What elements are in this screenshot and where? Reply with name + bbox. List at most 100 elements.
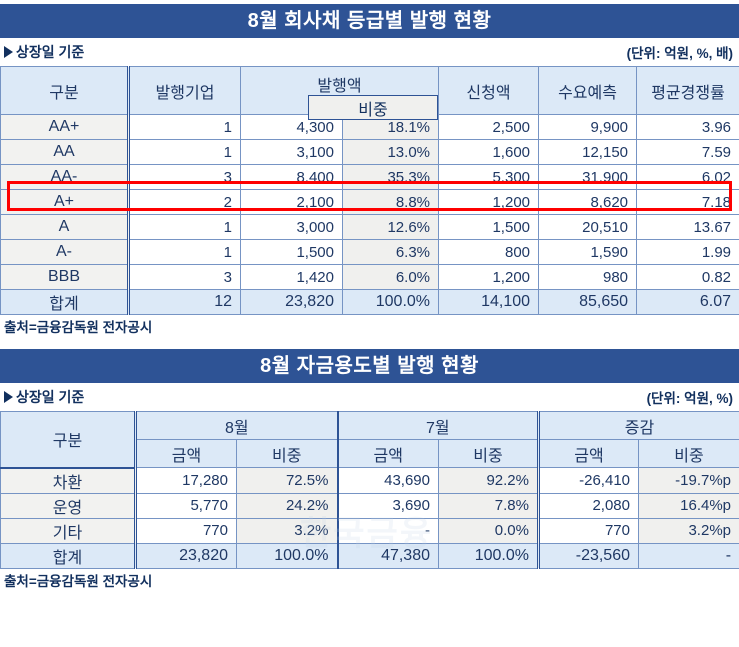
section1-source: 출처=금융감독원 전자공시 xyxy=(0,315,739,345)
th-issuers: 발행기업 xyxy=(129,67,241,115)
cell-issuers: 1 xyxy=(129,215,241,240)
th-aug-share: 비중 xyxy=(237,440,338,468)
total-applied: 14,100 xyxy=(439,290,539,315)
section1-caption-row: 상장일 기준 (단위: 억원, %, 배) xyxy=(0,38,739,66)
th-group-change: 증감 xyxy=(539,412,739,440)
table-row-highlighted: AA- 3 8,400 35.3% 5,300 31,900 6.02 xyxy=(1,165,739,190)
total-chg-share: - xyxy=(639,543,739,568)
triangle-bullet-icon xyxy=(4,391,13,403)
total-share: 100.0% xyxy=(343,290,439,315)
total-row: 합계 12 23,820 100.0% 14,100 85,650 6.07 xyxy=(1,290,739,315)
total-amount: 23,820 xyxy=(241,290,343,315)
cell-aug-share: 24.2% xyxy=(237,493,338,518)
th-aug-amount: 금액 xyxy=(136,440,237,468)
cell-aug-amount: 5,770 xyxy=(136,493,237,518)
total-aug-share: 100.0% xyxy=(237,543,338,568)
th-chg-amount: 금액 xyxy=(539,440,639,468)
row-label: BBB xyxy=(1,265,129,290)
th-jul-amount: 금액 xyxy=(338,440,439,468)
section2-caption-label: 상장일 기준 xyxy=(16,387,84,407)
section1-unit-label: (단위: 억원, %, 배) xyxy=(627,42,733,62)
cell-ratio: 7.59 xyxy=(637,140,739,165)
cell-applied: 1,500 xyxy=(439,215,539,240)
cell-ratio: 13.67 xyxy=(637,215,739,240)
section2-title: 8월 자금용도별 발행 현황 xyxy=(0,349,739,383)
cell-demand: 31,900 xyxy=(539,165,637,190)
row-label: A xyxy=(1,215,129,240)
fund-usage-body: 차환 17,280 72.5% 43,690 92.2% -26,410 -19… xyxy=(1,468,739,569)
table-row: 기타 770 3.2% - 0.0% 770 3.2%p xyxy=(1,518,739,543)
cell-demand: 1,590 xyxy=(539,240,637,265)
cell-ratio: 3.96 xyxy=(637,115,739,140)
th-gubun2: 구분 xyxy=(1,412,136,468)
row-label: 차환 xyxy=(1,468,136,494)
cell-jul-amount: 3,690 xyxy=(338,493,439,518)
cell-jul-share: 7.8% xyxy=(439,493,539,518)
table-row: A- 1 1,500 6.3% 800 1,590 1.99 xyxy=(1,240,739,265)
table-row: 운영 5,770 24.2% 3,690 7.8% 2,080 16.4%p xyxy=(1,493,739,518)
cell-ratio: 1.99 xyxy=(637,240,739,265)
cell-chg-amount: 770 xyxy=(539,518,639,543)
cell-issuers: 1 xyxy=(129,115,241,140)
cell-applied: 1,200 xyxy=(439,190,539,215)
table-row: 차환 17,280 72.5% 43,690 92.2% -26,410 -19… xyxy=(1,468,739,494)
cell-chg-share: 3.2%p xyxy=(639,518,739,543)
th-demand: 수요예측 xyxy=(539,67,637,115)
cell-jul-amount: - xyxy=(338,518,439,543)
cell-share: 13.0% xyxy=(343,140,439,165)
total-row: 합계 23,820 100.0% 47,380 100.0% -23,560 - xyxy=(1,543,739,568)
cell-chg-amount: 2,080 xyxy=(539,493,639,518)
cell-applied: 2,500 xyxy=(439,115,539,140)
th-group-august: 8월 xyxy=(136,412,338,440)
section2-caption: 상장일 기준 xyxy=(4,387,84,407)
report-page: 8월 회사채 등급별 발행 현황 상장일 기준 (단위: 억원, %, 배) 구… xyxy=(0,4,739,647)
th-gubun: 구분 xyxy=(1,67,129,115)
cell-amount: 1,500 xyxy=(241,240,343,265)
cell-demand: 20,510 xyxy=(539,215,637,240)
cell-share: 6.0% xyxy=(343,265,439,290)
cell-amount: 2,100 xyxy=(241,190,343,215)
row-label: 운영 xyxy=(1,493,136,518)
total-demand: 85,650 xyxy=(539,290,637,315)
section2-source: 출처=금융감독원 전자공시 xyxy=(0,569,739,599)
cell-issuers: 3 xyxy=(129,265,241,290)
section2-caption-row: 상장일 기준 (단위: 억원, %) xyxy=(0,383,739,411)
fund-usage-header-top: 구분 8월 7월 증감 xyxy=(1,412,739,440)
th-chg-share: 비중 xyxy=(639,440,739,468)
cell-applied: 800 xyxy=(439,240,539,265)
th-ratio: 평균경쟁률 xyxy=(637,67,739,115)
row-label: AA- xyxy=(1,165,129,190)
total-ratio: 6.07 xyxy=(637,290,739,315)
total-label: 합계 xyxy=(1,543,136,568)
cell-demand: 980 xyxy=(539,265,637,290)
cell-demand: 12,150 xyxy=(539,140,637,165)
cell-chg-share: 16.4%p xyxy=(639,493,739,518)
cell-applied: 5,300 xyxy=(439,165,539,190)
total-aug-amount: 23,820 xyxy=(136,543,237,568)
total-jul-amount: 47,380 xyxy=(338,543,439,568)
th-jul-share: 비중 xyxy=(439,440,539,468)
cell-jul-share: 0.0% xyxy=(439,518,539,543)
cell-issuers: 3 xyxy=(129,165,241,190)
th-share-subbox: 비중 xyxy=(308,95,438,120)
section1-caption: 상장일 기준 xyxy=(4,42,84,62)
table-row: AA 1 3,100 13.0% 1,600 12,150 7.59 xyxy=(1,140,739,165)
table-row: A+ 2 2,100 8.8% 1,200 8,620 7.18 xyxy=(1,190,739,215)
cell-aug-share: 72.5% xyxy=(237,468,338,494)
th-applied: 신청액 xyxy=(439,67,539,115)
row-label: AA xyxy=(1,140,129,165)
cell-chg-amount: -26,410 xyxy=(539,468,639,494)
cell-aug-amount: 770 xyxy=(136,518,237,543)
total-jul-share: 100.0% xyxy=(439,543,539,568)
total-label: 합계 xyxy=(1,290,129,315)
section1-caption-label: 상장일 기준 xyxy=(16,42,84,62)
cell-chg-share: -19.7%p xyxy=(639,468,739,494)
cell-aug-share: 3.2% xyxy=(237,518,338,543)
cell-issuers: 1 xyxy=(129,140,241,165)
cell-share: 12.6% xyxy=(343,215,439,240)
cell-applied: 1,600 xyxy=(439,140,539,165)
cell-issuers: 2 xyxy=(129,190,241,215)
row-label: A- xyxy=(1,240,129,265)
cell-share: 6.3% xyxy=(343,240,439,265)
fund-usage-table: 구분 8월 7월 증감 금액 비중 금액 비중 금액 비중 차환 17,280 … xyxy=(0,411,739,569)
